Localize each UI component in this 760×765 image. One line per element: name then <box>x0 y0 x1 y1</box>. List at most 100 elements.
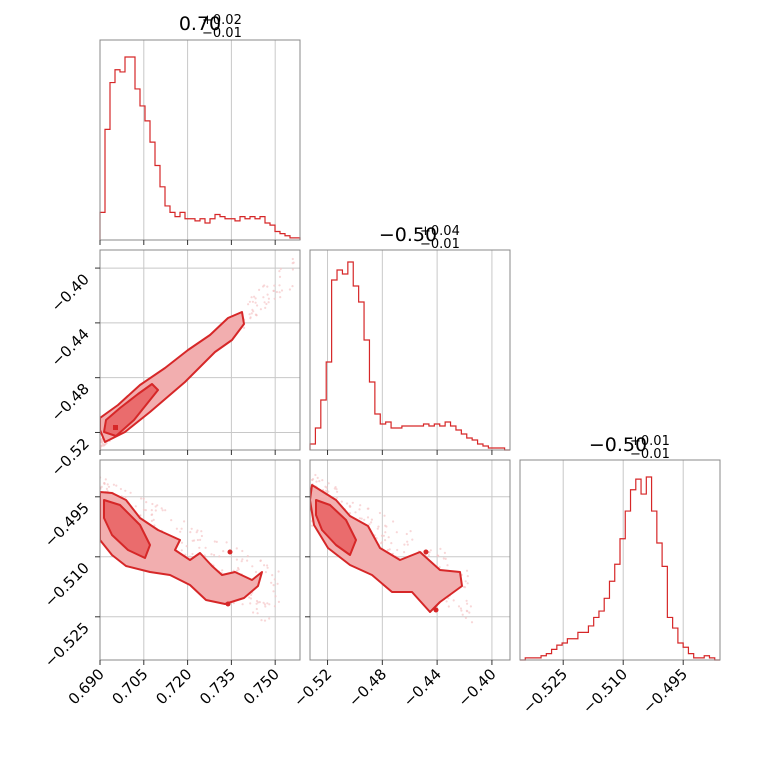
scatter-20-point <box>249 597 253 600</box>
scatter-20-point <box>104 478 107 481</box>
scatter-10-point <box>262 285 265 288</box>
scatter-21-point <box>406 543 409 546</box>
scatter-20-point <box>213 540 216 543</box>
panel-frame-11 <box>309 249 511 451</box>
scatter-20-point <box>222 550 225 553</box>
scatter-21-point <box>465 599 468 602</box>
contour-dot-21 <box>423 549 429 555</box>
contour-dot-20 <box>227 549 233 555</box>
title-param-0: 0.70 <box>179 13 221 35</box>
contour-inner-10 <box>103 383 159 437</box>
scatter-21-point <box>348 504 351 507</box>
scatter-20-point <box>112 483 115 486</box>
scatter-21-point <box>335 488 338 491</box>
tick-label-x-param-1: −0.52 <box>290 665 335 710</box>
scatter-20-point <box>246 555 249 558</box>
scatter-21-point <box>377 525 380 528</box>
scatter-10-point <box>258 288 261 291</box>
scatter-10-point <box>243 326 246 329</box>
scatter-21-point <box>311 524 314 527</box>
scatter-21-point <box>465 569 469 572</box>
scatter-10-point <box>250 296 253 299</box>
scatter-21-point <box>443 551 446 555</box>
scatter-21-point <box>439 547 442 551</box>
tick-label-y-param-2: −0.525 <box>41 619 93 671</box>
scatter-21-point <box>370 521 373 524</box>
scatter-20-point <box>144 509 147 512</box>
scatter-20-point <box>273 605 276 608</box>
scatter-10-point <box>253 295 256 298</box>
scatter-10-point <box>272 289 275 292</box>
scatter-20-point <box>255 602 258 605</box>
scatter-10-point <box>266 285 269 288</box>
scatter-20-point <box>145 501 148 504</box>
scatter-21-point <box>348 511 352 515</box>
contour-outer-20 <box>100 491 263 605</box>
scatter-21-point <box>325 489 328 492</box>
title-minus-0: −0.01 <box>202 26 242 41</box>
scatter-20-point <box>266 566 269 569</box>
scatter-10-point <box>251 300 254 303</box>
scatter-20-point <box>258 601 261 604</box>
scatter-21-point <box>442 557 445 560</box>
panel-frame-10 <box>99 249 301 451</box>
scatter-20-point <box>254 570 258 574</box>
contour-core-10 <box>113 425 118 430</box>
scatter-20-point <box>272 590 275 593</box>
scatter-20-point <box>272 584 275 587</box>
scatter-21-point <box>321 479 324 482</box>
tick-label-x-param-0: 0.735 <box>196 665 239 708</box>
scatter-21-point <box>452 599 455 602</box>
scatter-10-point <box>248 313 251 316</box>
scatter-10-point <box>291 285 294 288</box>
scatter-20-point <box>199 538 202 542</box>
scatter-20-point <box>129 491 132 494</box>
scatter-21-point <box>351 501 354 504</box>
scatter-20-point <box>262 601 265 604</box>
scatter-21-point <box>368 523 371 526</box>
scatter-21-point <box>336 490 339 493</box>
scatter-10-point <box>280 289 284 292</box>
scatter-10-point <box>254 297 257 300</box>
scatter-10-point <box>249 317 252 320</box>
scatter-20-point <box>270 581 273 584</box>
scatter-21-point <box>366 507 369 510</box>
scatter-20-point <box>189 531 192 534</box>
scatter-20-point <box>100 485 103 488</box>
scatter-20-point <box>210 553 213 556</box>
scatter-21-point <box>360 517 363 520</box>
scatter-10-point <box>288 288 291 291</box>
scatter-20-point <box>124 495 127 499</box>
scatter-20-point <box>221 569 224 572</box>
scatter-21-point <box>464 616 467 620</box>
scatter-20-point <box>263 564 266 567</box>
scatter-20-point <box>241 558 244 561</box>
scatter-21-point <box>465 609 468 613</box>
scatter-21-point <box>445 600 448 603</box>
scatter-20-point <box>142 497 145 500</box>
scatter-21-point <box>385 525 388 528</box>
scatter-10-point <box>267 297 270 300</box>
scatter-20-point <box>241 549 244 553</box>
tick-label-x-param-1: −0.40 <box>455 665 500 710</box>
scatter-21-point <box>314 473 317 477</box>
scatter-20-point <box>191 552 194 556</box>
panel-frame-22 <box>519 459 721 661</box>
scatter-20-point <box>240 560 243 563</box>
scatter-20-point <box>179 530 182 533</box>
scatter-21-point <box>370 518 373 521</box>
scatter-21-point <box>446 564 449 567</box>
title-minus-2: −0.01 <box>630 447 670 462</box>
tick-label-y-param-1: −0.44 <box>48 325 93 370</box>
scatter-20-point <box>264 571 267 574</box>
histogram-param-1 <box>309 261 510 451</box>
scatter-20-point <box>276 582 279 585</box>
scatter-20-point <box>180 549 183 552</box>
scatter-10-point <box>247 303 250 306</box>
scatter-20-point <box>161 509 164 512</box>
scatter-20-point <box>235 558 238 561</box>
scatter-10-point <box>278 270 281 273</box>
scatter-21-point <box>457 605 461 608</box>
scatter-21-point <box>378 511 381 515</box>
